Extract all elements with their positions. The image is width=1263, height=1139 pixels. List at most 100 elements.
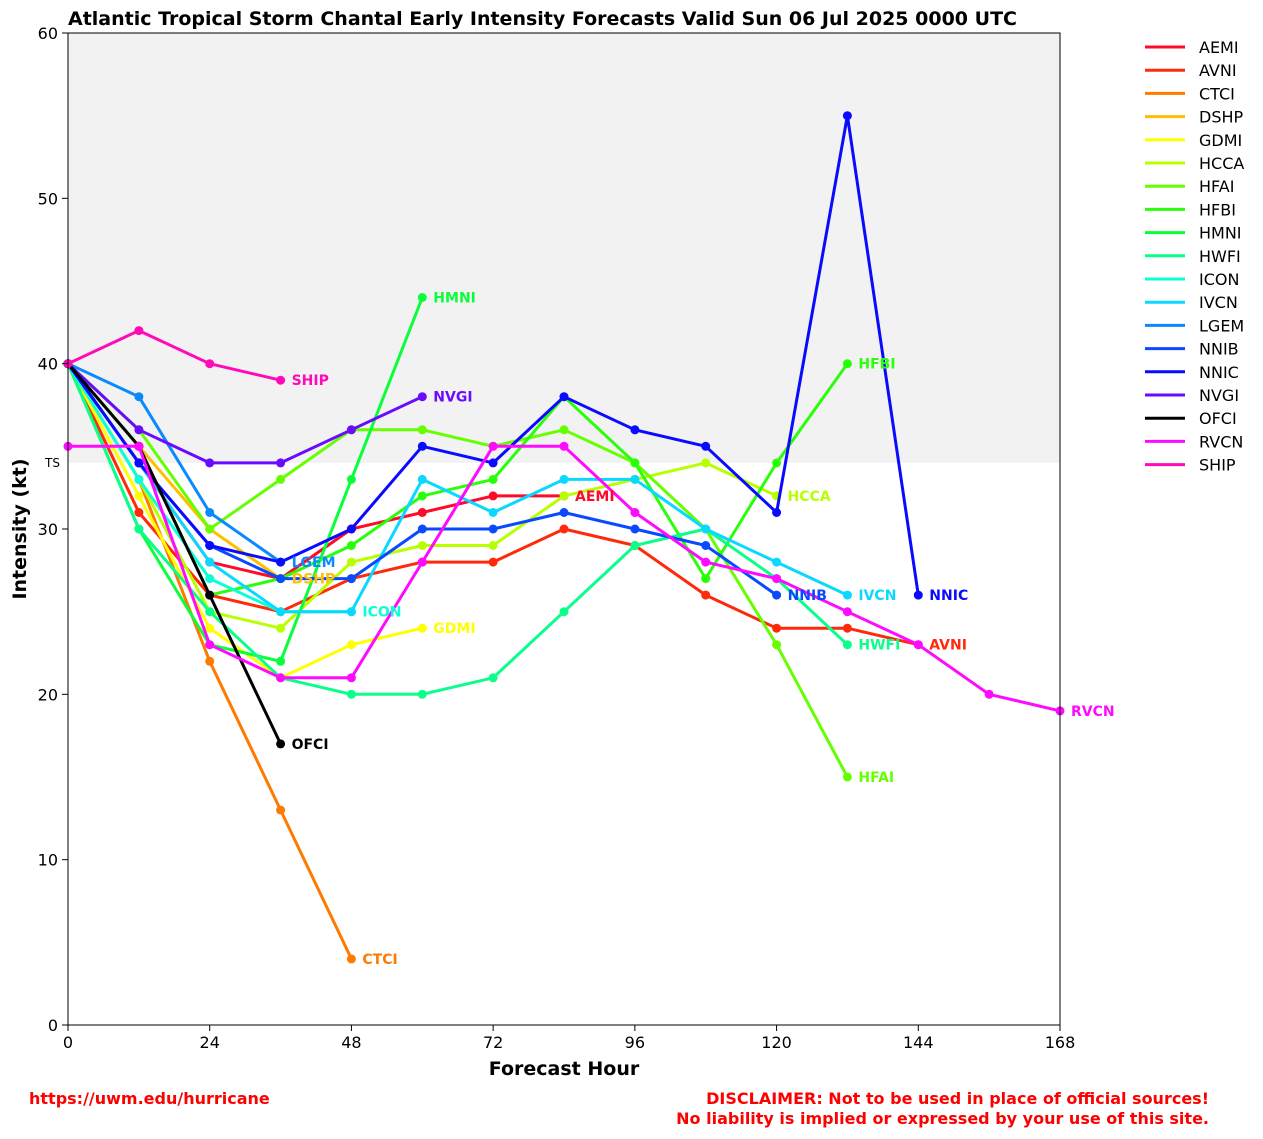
series-point-ivcn xyxy=(205,557,215,567)
series-point-hwfi xyxy=(488,673,498,683)
disclaimer-line-1: DISCLAIMER: Not to be used in place of o… xyxy=(706,1089,1209,1108)
x-tick-label: 72 xyxy=(483,1033,503,1052)
legend-label: SHIP xyxy=(1199,456,1236,475)
series-point-hwfi xyxy=(630,541,640,550)
series-point-nnib xyxy=(346,574,356,584)
series-point-hfbi xyxy=(417,491,427,501)
x-tick-label: 96 xyxy=(625,1033,645,1052)
series-point-hwfi xyxy=(842,640,852,650)
series-point-avni xyxy=(559,524,569,534)
y-tick-label: 0 xyxy=(48,1016,58,1035)
legend-entry-rvcn: RVCN xyxy=(1145,432,1243,451)
legend-entry-nnib: NNIB xyxy=(1145,340,1239,359)
legend-entry-ship: SHIP xyxy=(1145,456,1236,475)
series-point-ctci xyxy=(205,656,215,666)
series-point-ivcn xyxy=(842,590,852,600)
footer-url: https://uwm.edu/hurricane xyxy=(29,1089,270,1108)
legend-label: HFAI xyxy=(1199,177,1234,196)
series-point-nvgi xyxy=(205,458,215,468)
series-point-ivcn xyxy=(417,474,427,484)
series-ivcn xyxy=(63,359,852,617)
legend-entry-nvgi: NVGI xyxy=(1145,386,1239,405)
series-point-hwfi xyxy=(346,689,356,699)
y-tick-label: 10 xyxy=(38,851,58,870)
series-nvgi xyxy=(63,359,427,468)
legend-label: GDMI xyxy=(1199,131,1242,150)
series-point-nnib xyxy=(488,524,498,534)
series-point-nvgi xyxy=(276,458,286,468)
series-line-nvgi xyxy=(66,362,423,465)
series-point-hfai xyxy=(842,772,852,782)
series-point-ivcn xyxy=(346,607,356,617)
end-label-hfai: HFAI xyxy=(858,770,894,786)
series-point-rvcn xyxy=(559,441,569,451)
series-point-gdmi xyxy=(417,623,427,633)
end-label-aemi: AEMI xyxy=(575,489,615,505)
series-point-nnic xyxy=(134,458,144,468)
series-point-nnic xyxy=(417,441,427,451)
end-label-ship: SHIP xyxy=(292,373,329,389)
series-point-rvcn xyxy=(488,441,498,451)
legend-label: ICON xyxy=(1199,270,1239,289)
legend-entry-dshp: DSHP xyxy=(1145,108,1244,127)
series-point-rvcn xyxy=(276,673,286,683)
legend-entry-icon: ICON xyxy=(1145,270,1239,289)
legend-label: HFBI xyxy=(1199,200,1236,219)
legend-label: RVCN xyxy=(1199,432,1243,451)
x-axis-label: Forecast Hour xyxy=(489,1058,640,1080)
series-point-hcca xyxy=(701,458,711,468)
series-point-nnic xyxy=(559,392,569,402)
series-point-nnic xyxy=(913,590,923,600)
legend-label: DSHP xyxy=(1199,108,1244,127)
series-point-ship xyxy=(276,375,286,385)
series-point-nvgi xyxy=(346,425,356,435)
series-point-nnib xyxy=(559,508,569,517)
series-point-rvcn xyxy=(134,441,144,451)
legend-entry-hcca: HCCA xyxy=(1145,154,1244,173)
legend-label: HMNI xyxy=(1199,224,1242,243)
series-point-nnic xyxy=(842,111,852,121)
end-label-lgem: LGEM xyxy=(292,555,336,571)
y-tick-label: 20 xyxy=(38,685,58,704)
series-point-hfbi xyxy=(701,574,711,584)
legend-entry-hwfi: HWFI xyxy=(1145,247,1241,266)
series-point-hmni xyxy=(276,656,286,666)
legend-label: NNIB xyxy=(1199,340,1239,359)
series-line-hfai xyxy=(66,362,849,778)
series-point-avni xyxy=(134,508,144,517)
series-point-hfai xyxy=(276,474,286,484)
series-point-ofci xyxy=(276,739,286,749)
series-point-hfai xyxy=(205,524,215,534)
series-point-avni xyxy=(488,557,498,567)
series-point-hfai xyxy=(417,425,427,435)
series-point-hmni xyxy=(346,474,356,484)
legend-entry-aemi: AEMI xyxy=(1145,38,1239,57)
series-point-nvgi xyxy=(417,392,427,402)
x-tick-label: 168 xyxy=(1045,1033,1076,1052)
series-point-ivcn xyxy=(488,508,498,517)
end-label-hfbi: HFBI xyxy=(858,357,895,373)
series-point-aemi xyxy=(417,508,427,517)
series-point-nnib xyxy=(417,524,427,534)
legend-entry-hmni: HMNI xyxy=(1145,224,1242,243)
end-label-hcca: HCCA xyxy=(788,489,831,505)
series-point-hfbi xyxy=(346,541,356,550)
series-point-rvcn xyxy=(630,508,640,517)
series-point-nnic xyxy=(488,458,498,468)
end-label-ivcn: IVCN xyxy=(858,588,896,604)
series-point-hfbi xyxy=(772,458,782,468)
x-tick-label: 0 xyxy=(63,1033,73,1052)
legend-entry-gdmi: GDMI xyxy=(1145,131,1242,150)
series-point-nnic xyxy=(276,557,286,567)
end-label-ctci: CTCI xyxy=(362,952,397,968)
series-point-hcca xyxy=(276,623,286,633)
series-point-hfbi xyxy=(630,458,640,468)
y-tick-label: 40 xyxy=(38,355,58,374)
series-point-rvcn xyxy=(417,557,427,567)
legend-entry-ivcn: IVCN xyxy=(1145,293,1238,312)
series-point-icon xyxy=(205,574,215,584)
series-point-icon xyxy=(134,474,144,484)
series-point-gdmi xyxy=(205,623,215,633)
series-point-rvcn xyxy=(346,673,356,683)
